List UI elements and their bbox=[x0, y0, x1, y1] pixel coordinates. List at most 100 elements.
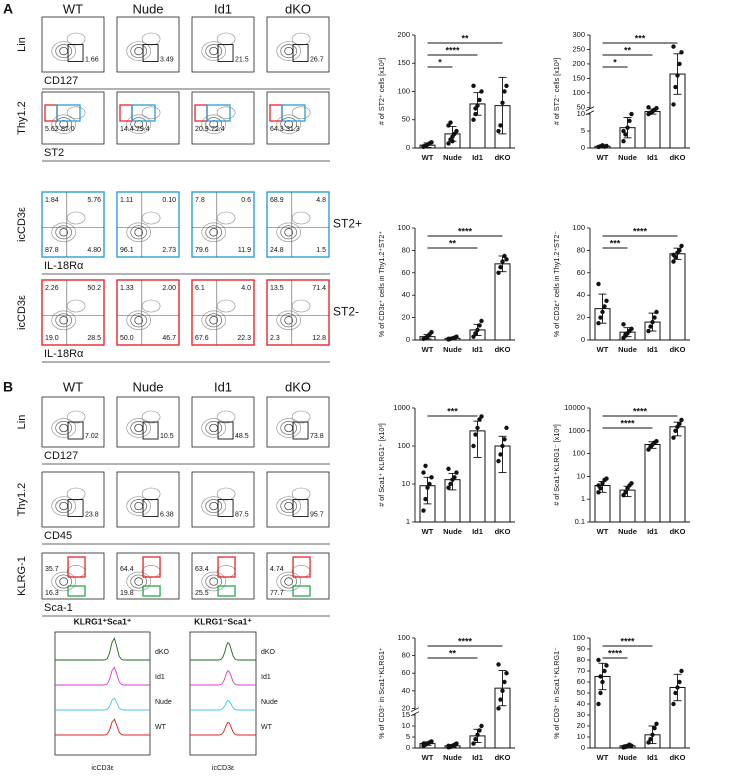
contour bbox=[59, 46, 69, 56]
data-point bbox=[498, 452, 503, 457]
x-tick-label: dKO bbox=[670, 153, 686, 162]
data-point bbox=[677, 61, 682, 67]
y-tick-label: 250 bbox=[572, 44, 585, 53]
contour bbox=[216, 487, 236, 501]
data-point bbox=[654, 105, 659, 111]
bar bbox=[494, 263, 511, 341]
gate bbox=[217, 499, 234, 517]
data-point bbox=[473, 106, 478, 111]
gate bbox=[142, 44, 159, 62]
x-tick-label: WT bbox=[597, 153, 609, 162]
plot-frame bbox=[116, 471, 180, 528]
data-point bbox=[646, 328, 651, 334]
plot-frame bbox=[41, 191, 105, 258]
contour bbox=[55, 225, 73, 240]
gate-percent: 13.5 bbox=[270, 285, 284, 292]
y-tick-label: 1000 bbox=[393, 403, 410, 412]
gate bbox=[292, 556, 311, 578]
column-header: WT bbox=[63, 379, 83, 394]
x-tick-label: Nude bbox=[618, 153, 637, 162]
gate-percent: 71.4 bbox=[312, 285, 326, 292]
data-point bbox=[473, 737, 478, 742]
x-tick-label: Id1 bbox=[472, 153, 483, 162]
contour bbox=[205, 313, 223, 328]
row-xlabel: Sca-1 bbox=[44, 602, 73, 614]
contour bbox=[134, 423, 144, 433]
y-axis-label: % of CD3ε⁺ cells in Thy1.2⁺ST2⁺ bbox=[377, 231, 386, 338]
contour bbox=[141, 565, 161, 578]
data-point bbox=[477, 97, 482, 103]
contour bbox=[141, 299, 161, 313]
y-tick-label: 150 bbox=[397, 58, 410, 67]
y-tick-label: 10 bbox=[577, 471, 585, 480]
plot-frame bbox=[266, 471, 330, 528]
bar bbox=[644, 111, 661, 149]
row-ylabel: KLRG-1 bbox=[16, 556, 28, 596]
data-point bbox=[500, 259, 505, 264]
gate-percent: 87.8 bbox=[45, 247, 59, 254]
data-point bbox=[446, 485, 451, 490]
gate-percent: 46.7 bbox=[162, 335, 176, 342]
row-xlabel: CD127 bbox=[44, 450, 78, 462]
contour bbox=[276, 571, 302, 592]
gate-percent: 0.10 bbox=[162, 197, 176, 204]
gate bbox=[67, 585, 86, 597]
contour bbox=[291, 211, 311, 225]
data-point bbox=[679, 50, 684, 55]
significance-label: **** bbox=[633, 406, 648, 416]
contour bbox=[126, 114, 152, 134]
x-tick-label: Nude bbox=[618, 345, 637, 354]
gate-percent: 6.1 bbox=[195, 285, 205, 292]
y-tick-label: 0 bbox=[406, 335, 410, 344]
data-point bbox=[479, 318, 484, 324]
column-header: WT bbox=[63, 1, 83, 16]
gate-percent: 79.4 bbox=[136, 126, 150, 133]
contour bbox=[55, 44, 73, 59]
plot-frame bbox=[191, 91, 255, 145]
histogram-curve bbox=[190, 721, 256, 736]
gate-percent: 28.5 bbox=[87, 335, 101, 342]
gate-percent: 68.9 bbox=[270, 197, 284, 204]
data-point bbox=[671, 435, 676, 440]
y-tick-label: 1 bbox=[406, 517, 410, 526]
data-point bbox=[421, 470, 426, 475]
data-point bbox=[429, 329, 434, 335]
data-point bbox=[429, 739, 434, 744]
gate-percent: 1.66 bbox=[85, 57, 99, 64]
contour bbox=[216, 299, 236, 313]
contour bbox=[51, 114, 77, 134]
contour bbox=[66, 211, 86, 225]
gate-percent: 3.49 bbox=[160, 57, 174, 64]
contour bbox=[291, 410, 311, 424]
data-point bbox=[679, 417, 684, 423]
gate bbox=[56, 104, 81, 122]
data-point bbox=[475, 327, 480, 333]
plot-frame bbox=[116, 396, 180, 448]
data-point bbox=[648, 737, 653, 742]
contour bbox=[134, 228, 144, 237]
data-point bbox=[673, 84, 678, 90]
plot-frame bbox=[191, 191, 255, 258]
gate-percent: 1.5 bbox=[316, 247, 326, 254]
data-point bbox=[596, 701, 601, 707]
significance-label: *** bbox=[610, 238, 621, 248]
gate-percent: 7.8 bbox=[195, 197, 205, 204]
gate-percent: 72.4 bbox=[211, 126, 225, 133]
data-point bbox=[477, 323, 482, 328]
plot-frame bbox=[41, 471, 105, 528]
x-tick-label: WT bbox=[422, 753, 434, 762]
data-point bbox=[596, 657, 601, 663]
gate-percent: 5.62 bbox=[45, 126, 59, 133]
gate-percent: 31.3 bbox=[286, 126, 300, 133]
contour bbox=[126, 310, 152, 331]
x-tick-label: Nude bbox=[618, 527, 637, 536]
contour bbox=[284, 501, 294, 511]
data-point bbox=[454, 128, 459, 134]
data-point bbox=[471, 741, 476, 746]
x-tick-label: Id1 bbox=[472, 753, 483, 762]
plot-frame bbox=[116, 91, 180, 145]
gate-percent: 7.02 bbox=[85, 433, 99, 440]
gate-percent: 64.3 bbox=[270, 126, 284, 133]
gate-percent: 25.5 bbox=[195, 590, 209, 597]
